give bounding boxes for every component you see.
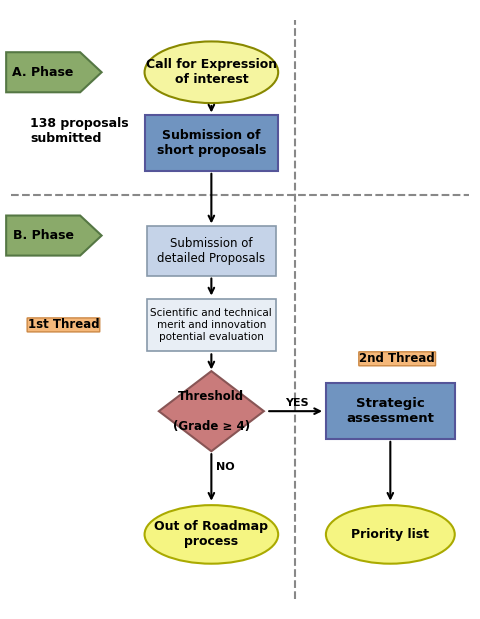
FancyBboxPatch shape <box>144 115 278 171</box>
Text: B. Phase: B. Phase <box>12 229 73 242</box>
Text: Scientific and technical
merit and innovation
potential evaluation: Scientific and technical merit and innov… <box>151 308 272 342</box>
Ellipse shape <box>144 41 278 103</box>
Text: YES: YES <box>286 398 309 408</box>
FancyBboxPatch shape <box>147 299 276 351</box>
Text: 2nd Thread: 2nd Thread <box>360 352 435 365</box>
FancyBboxPatch shape <box>326 383 455 439</box>
Text: Threshold

(Grade ≥ 4): Threshold (Grade ≥ 4) <box>173 390 250 433</box>
Text: Priority list: Priority list <box>351 528 429 541</box>
Polygon shape <box>6 52 102 92</box>
Text: Out of Roadmap
process: Out of Roadmap process <box>155 521 268 548</box>
Polygon shape <box>6 215 102 256</box>
FancyBboxPatch shape <box>147 227 276 275</box>
Text: Call for Expression
of interest: Call for Expression of interest <box>146 58 277 86</box>
Text: Strategic
assessment: Strategic assessment <box>347 397 434 425</box>
Text: 1st Thread: 1st Thread <box>28 318 99 331</box>
Ellipse shape <box>326 505 455 564</box>
Text: NO: NO <box>216 462 235 472</box>
Text: 138 proposals
submitted: 138 proposals submitted <box>30 117 129 145</box>
Ellipse shape <box>144 505 278 564</box>
Polygon shape <box>159 371 264 451</box>
Text: Submission of
short proposals: Submission of short proposals <box>156 129 266 157</box>
Text: Submission of
detailed Proposals: Submission of detailed Proposals <box>157 237 265 265</box>
Text: A. Phase: A. Phase <box>12 66 74 79</box>
